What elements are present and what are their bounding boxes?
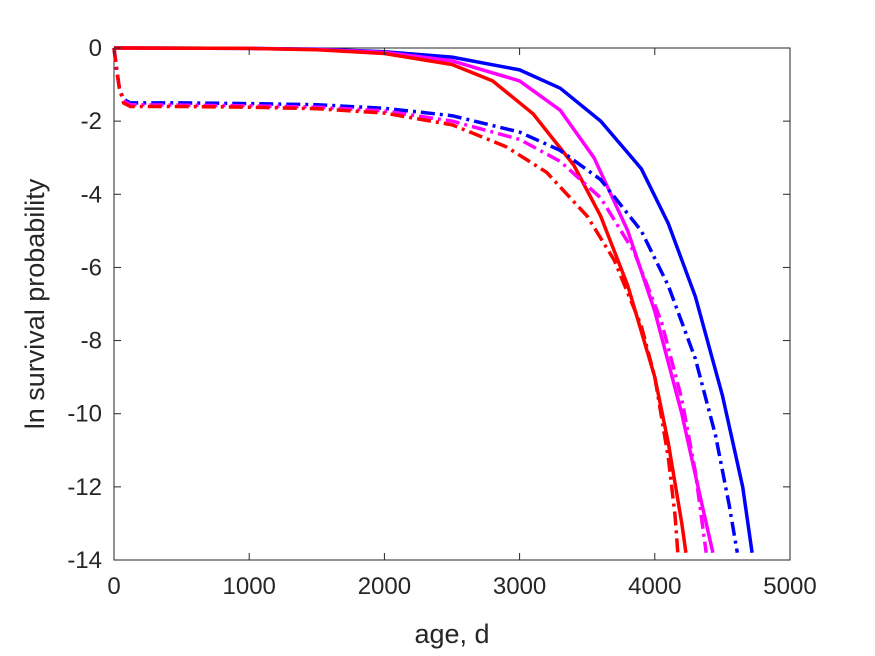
x-axis-label: age, d: [414, 619, 489, 649]
series-layer: [112, 46, 754, 554]
y-tick-label: 0: [89, 35, 102, 62]
y-tick-label: -12: [67, 474, 102, 501]
y-tick-label: -8: [81, 328, 102, 355]
series-line-5: [112, 47, 708, 553]
x-tick-label: 2000: [358, 573, 411, 600]
series-line-3: [113, 46, 688, 553]
y-axis-label: ln survival probability: [20, 178, 50, 429]
tick-layer: 0 1000 2000 3000 4000 5000 0 -2 -4 -6 -8 -10 -12 -14: [67, 35, 816, 600]
y-tick-label: -4: [81, 181, 102, 208]
y-tick-label: -6: [81, 254, 102, 281]
x-tick-label: 1000: [223, 573, 276, 600]
x-tick-label: 0: [107, 573, 120, 600]
series-line-6: [112, 47, 680, 553]
y-tick-label: -2: [81, 108, 102, 135]
y-tick-label: -10: [67, 401, 102, 428]
series-line-4: [112, 47, 740, 553]
y-tick-label: -14: [67, 547, 102, 574]
x-tick-label: 5000: [763, 573, 816, 600]
plot-area: [113, 47, 791, 561]
x-tick-label: 4000: [628, 573, 681, 600]
x-tick-label: 3000: [493, 573, 546, 600]
